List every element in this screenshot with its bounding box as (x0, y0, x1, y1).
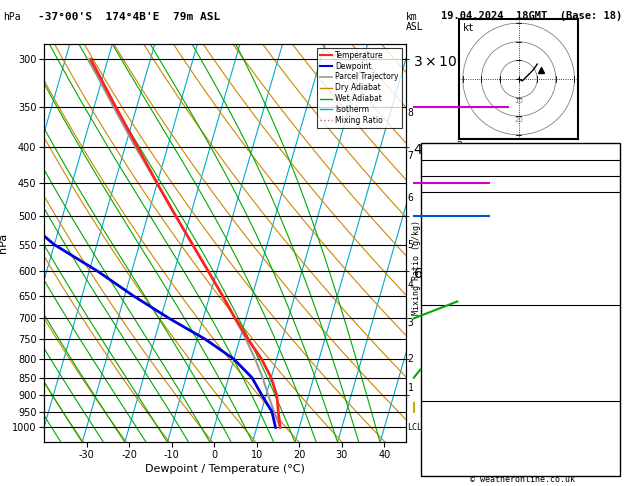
Text: Dewp (°C): Dewp (°C) (426, 226, 479, 236)
Text: 0: 0 (609, 274, 615, 284)
Text: 10: 10 (514, 98, 523, 104)
Text: Lifted Index: Lifted Index (426, 354, 497, 364)
Text: 4: 4 (408, 280, 413, 290)
Text: 8: 8 (408, 108, 413, 119)
Text: 26: 26 (603, 146, 615, 156)
Text: 12: 12 (603, 386, 615, 397)
Text: Temp (°C): Temp (°C) (426, 210, 479, 220)
Text: Surface: Surface (500, 194, 541, 204)
Text: 43: 43 (603, 162, 615, 172)
Text: 1000: 1000 (591, 322, 615, 332)
Text: © weatheronline.co.uk: © weatheronline.co.uk (470, 474, 574, 484)
Text: 4: 4 (609, 258, 615, 268)
Text: Totals Totals: Totals Totals (426, 162, 503, 172)
Text: 317: 317 (597, 338, 615, 348)
Text: 27: 27 (603, 418, 615, 429)
Text: θₑ (K): θₑ (K) (426, 338, 462, 348)
Text: 57: 57 (603, 434, 615, 445)
Text: 1: 1 (408, 382, 413, 393)
Y-axis label: hPa: hPa (0, 233, 8, 253)
Text: km: km (406, 12, 418, 22)
Text: CIN (J): CIN (J) (426, 290, 467, 300)
Text: Lifted Index: Lifted Index (426, 258, 497, 268)
Text: 6: 6 (408, 193, 413, 203)
Text: Pressure (mb): Pressure (mb) (426, 322, 503, 332)
Text: 5: 5 (408, 240, 413, 250)
Text: ASL: ASL (406, 22, 423, 32)
Text: CAPE (J): CAPE (J) (426, 274, 474, 284)
Text: 15.5: 15.5 (591, 210, 615, 220)
Text: 2.93: 2.93 (591, 178, 615, 188)
Text: 2: 2 (408, 354, 413, 364)
Text: 9: 9 (609, 370, 615, 381)
Text: 14.4: 14.4 (591, 226, 615, 236)
Text: Most Unstable: Most Unstable (482, 306, 559, 316)
Text: Mixing Ratio (g/kg): Mixing Ratio (g/kg) (412, 220, 421, 315)
Text: 3: 3 (609, 354, 615, 364)
Text: 21: 21 (603, 467, 615, 477)
Text: 312°: 312° (591, 451, 615, 461)
Text: 20: 20 (514, 117, 523, 123)
Text: LCL: LCL (408, 423, 423, 432)
Text: CIN (J): CIN (J) (426, 386, 467, 397)
Text: PW (cm): PW (cm) (426, 178, 467, 188)
Text: StmDir: StmDir (426, 451, 462, 461)
Text: StmSpd (kt): StmSpd (kt) (426, 467, 491, 477)
Text: hPa: hPa (3, 12, 21, 22)
Text: -37°00'S  174°4B'E  79m ASL: -37°00'S 174°4B'E 79m ASL (38, 12, 220, 22)
Text: SREH: SREH (426, 434, 450, 445)
Text: kt: kt (463, 23, 474, 33)
Text: Hodograph: Hodograph (494, 402, 547, 413)
Text: CAPE (J): CAPE (J) (426, 370, 474, 381)
Text: 19.04.2024  18GMT  (Base: 18): 19.04.2024 18GMT (Base: 18) (441, 11, 622, 21)
Text: θₑ(K): θₑ(K) (426, 242, 456, 252)
Text: EH: EH (426, 418, 438, 429)
Text: 316: 316 (597, 242, 615, 252)
Legend: Temperature, Dewpoint, Parcel Trajectory, Dry Adiabat, Wet Adiabat, Isotherm, Mi: Temperature, Dewpoint, Parcel Trajectory… (317, 48, 402, 128)
Text: 32: 32 (603, 290, 615, 300)
Text: K: K (426, 146, 432, 156)
Text: 3: 3 (408, 318, 413, 328)
Text: 7: 7 (408, 151, 413, 161)
X-axis label: Dewpoint / Temperature (°C): Dewpoint / Temperature (°C) (145, 464, 305, 474)
